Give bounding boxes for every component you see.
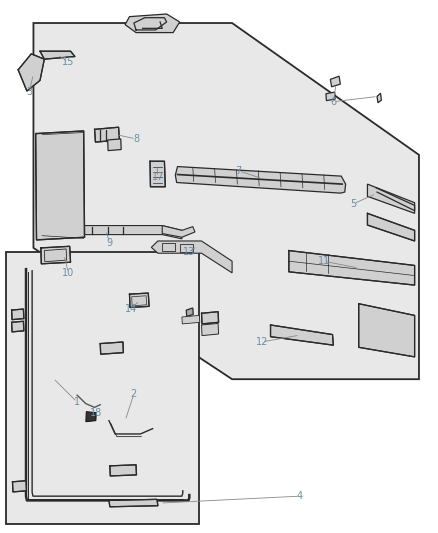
Polygon shape (162, 243, 175, 251)
Polygon shape (41, 246, 71, 264)
Polygon shape (95, 127, 120, 142)
Polygon shape (150, 161, 165, 187)
Polygon shape (110, 465, 137, 476)
Polygon shape (49, 216, 69, 227)
Polygon shape (381, 333, 394, 344)
Text: 17: 17 (152, 172, 164, 182)
Polygon shape (12, 321, 24, 332)
Polygon shape (359, 304, 415, 357)
Text: 10: 10 (62, 268, 74, 278)
Polygon shape (326, 92, 335, 101)
Polygon shape (367, 213, 415, 241)
Text: 9: 9 (107, 238, 113, 247)
Text: 12: 12 (256, 337, 268, 347)
Polygon shape (289, 251, 415, 285)
Text: 7: 7 (236, 166, 242, 176)
Polygon shape (182, 316, 200, 324)
Polygon shape (41, 190, 61, 203)
Text: 6: 6 (330, 96, 336, 107)
Polygon shape (108, 139, 121, 151)
Polygon shape (130, 293, 149, 308)
Polygon shape (180, 244, 193, 252)
Polygon shape (49, 157, 56, 166)
Polygon shape (109, 499, 158, 507)
Polygon shape (151, 241, 232, 273)
Polygon shape (6, 252, 199, 524)
Polygon shape (201, 324, 219, 336)
Text: 5: 5 (350, 199, 357, 209)
Polygon shape (43, 173, 58, 187)
Polygon shape (377, 93, 381, 103)
Text: 4: 4 (297, 491, 303, 501)
Text: 3: 3 (26, 87, 32, 97)
Polygon shape (12, 309, 24, 320)
Text: 14: 14 (125, 304, 137, 314)
Text: 13: 13 (183, 247, 195, 256)
Polygon shape (86, 411, 96, 422)
Text: 8: 8 (133, 134, 139, 144)
Polygon shape (330, 76, 340, 87)
Polygon shape (12, 481, 26, 492)
Polygon shape (35, 131, 85, 240)
Polygon shape (41, 202, 61, 215)
Polygon shape (367, 184, 415, 213)
Polygon shape (271, 325, 333, 345)
Polygon shape (175, 166, 346, 193)
Text: 18: 18 (90, 408, 102, 418)
Text: 11: 11 (318, 256, 330, 266)
Text: 1: 1 (74, 397, 80, 407)
Polygon shape (42, 225, 182, 239)
Polygon shape (33, 23, 419, 379)
Polygon shape (186, 308, 193, 317)
Polygon shape (18, 54, 44, 91)
Polygon shape (100, 342, 124, 354)
Polygon shape (201, 312, 219, 324)
Polygon shape (363, 332, 377, 342)
Polygon shape (125, 14, 180, 33)
Polygon shape (162, 225, 195, 237)
Polygon shape (40, 51, 75, 59)
Text: 15: 15 (62, 57, 74, 67)
Text: 2: 2 (131, 389, 137, 399)
